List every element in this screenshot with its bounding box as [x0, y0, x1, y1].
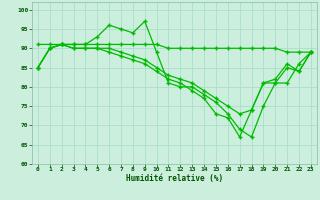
- X-axis label: Humidité relative (%): Humidité relative (%): [126, 174, 223, 183]
